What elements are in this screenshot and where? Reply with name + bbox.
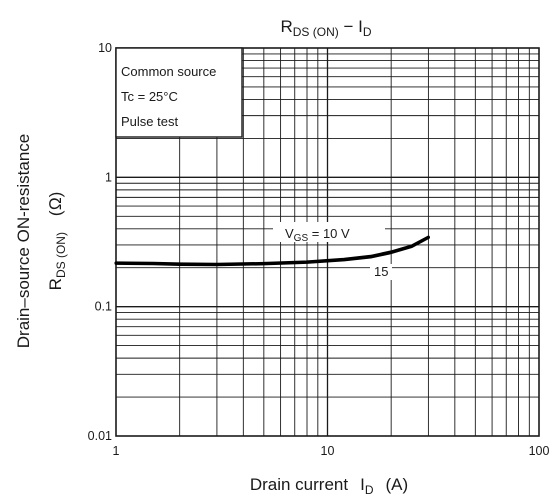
series-line-vgs-15v bbox=[114, 236, 430, 267]
y-tick-label: 10 bbox=[98, 41, 112, 55]
vgs-label-var: V bbox=[285, 226, 294, 241]
y-axis-label-sub: DS (ON) bbox=[54, 232, 68, 278]
title-rds: R bbox=[280, 17, 292, 36]
y-axis-label-line2: RDS (ON) (Ω) bbox=[46, 192, 68, 291]
title-dash: − bbox=[339, 17, 358, 36]
x-tick-label: 10 bbox=[321, 444, 335, 458]
title-rds-sub: DS (ON) bbox=[293, 25, 339, 39]
vgs-label-value: = 10 V bbox=[308, 226, 350, 241]
x-tick-label: 1 bbox=[113, 444, 120, 458]
series-group bbox=[114, 235, 430, 267]
y-tick-labels: 10 1 0.1 0.01 bbox=[88, 41, 112, 443]
x-axis-label-text: Drain current bbox=[250, 475, 349, 494]
x-axis-label-var: I bbox=[360, 475, 365, 494]
vgs-label-sub: GS bbox=[294, 233, 309, 244]
title-id: I bbox=[358, 17, 363, 36]
condition-temperature: Tc = 25°C bbox=[121, 89, 178, 104]
conditions-box: Common source Tc = 25°C Pulse test bbox=[115, 47, 243, 138]
curve-labels: VGS = 10 V 15 bbox=[273, 222, 392, 280]
y-axis-label-unit: (Ω) bbox=[46, 192, 65, 216]
x-axis-label-unit: (A) bbox=[386, 475, 409, 494]
y-tick-label: 0.1 bbox=[95, 300, 112, 314]
vgs-label-background bbox=[273, 222, 385, 242]
x-tick-labels: 1 10 100 bbox=[113, 444, 550, 458]
condition-common-source: Common source bbox=[121, 64, 216, 79]
plot-frame bbox=[115, 47, 540, 437]
y-axis-label-var: R bbox=[46, 278, 65, 290]
y-axis-label-line1: Drain–source ON-resistance bbox=[14, 134, 33, 348]
y-tick-label: 1 bbox=[105, 170, 112, 184]
conditions-box-frame bbox=[115, 47, 243, 138]
x-axis-label: Drain current ID (A) bbox=[250, 475, 408, 497]
vgs-15-label-background bbox=[370, 264, 392, 280]
chart-title: RDS (ON) − ID bbox=[280, 17, 371, 39]
title-id-sub: D bbox=[363, 25, 372, 39]
x-axis-label-sub: D bbox=[365, 483, 374, 497]
grid-lines bbox=[116, 48, 539, 436]
vgs-15-label: 15 bbox=[374, 264, 388, 279]
x-tick-label: 100 bbox=[529, 444, 550, 458]
condition-pulse-test: Pulse test bbox=[121, 114, 178, 129]
vgs-10v-label: VGS = 10 V bbox=[285, 226, 350, 244]
y-tick-label: 0.01 bbox=[88, 429, 112, 443]
